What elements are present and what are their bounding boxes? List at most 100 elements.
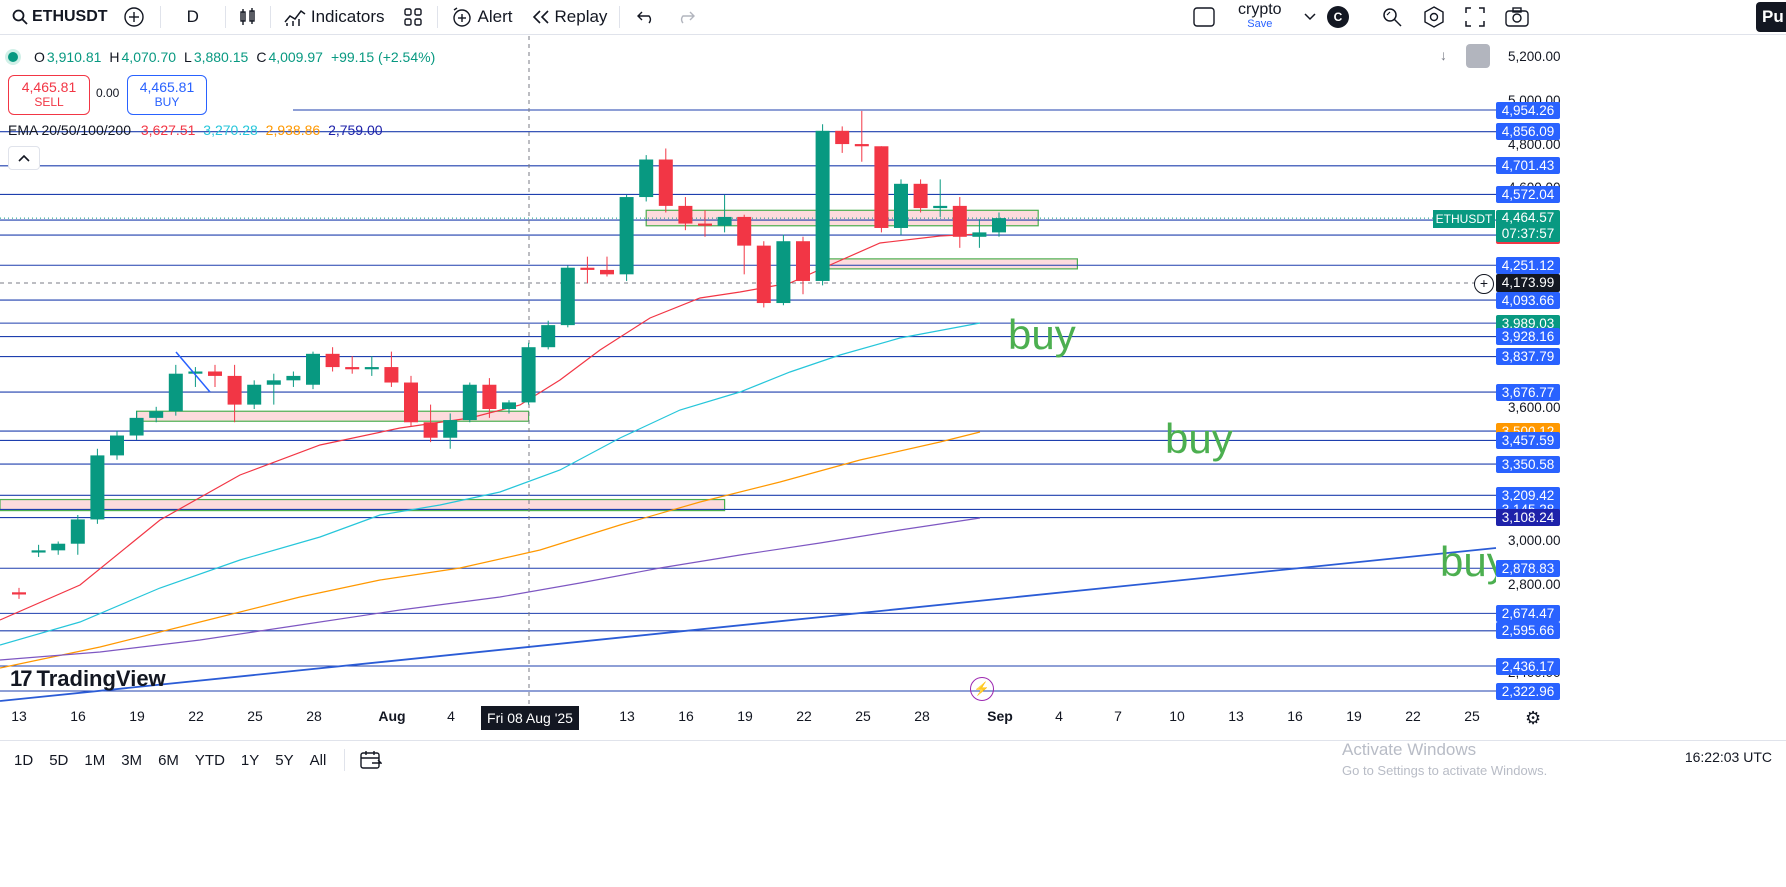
symbol-search[interactable]: ETHUSDT <box>0 0 116 34</box>
time-axis[interactable]: 13 16 19 22 25 28 Aug 4 13 16 19 22 25 28 Sep 4 7 10 13 16 1… <box>0 708 1500 732</box>
chevron-down-icon[interactable] <box>1298 5 1322 29</box>
time-tick-label: 13 <box>11 708 27 724</box>
redo-icon[interactable] <box>674 5 698 29</box>
price-level-label: 4,572.04 <box>1496 185 1560 203</box>
camera-icon[interactable] <box>1505 5 1529 29</box>
close-label: C <box>256 49 267 65</box>
publish-button[interactable]: Pu <box>1756 2 1786 32</box>
price-chart[interactable] <box>0 36 1786 826</box>
lightning-icon[interactable]: ⚡ <box>970 677 994 701</box>
time-tick-label: 22 <box>796 708 812 724</box>
time-tick-label: 16 <box>1287 708 1303 724</box>
add-plus-icon[interactable]: + <box>1474 274 1494 294</box>
ema50-line <box>0 322 981 646</box>
price-level-label: 3,928.16 <box>1496 328 1560 346</box>
alert-button[interactable]: Alert <box>442 0 521 34</box>
candle-body <box>698 223 712 226</box>
buy-annotation[interactable]: buy <box>1165 415 1233 462</box>
indicators-icon <box>283 5 307 29</box>
close-value: 4,009.97 <box>268 49 323 65</box>
arrow-down-icon[interactable]: ↓ <box>1440 47 1447 63</box>
time-tick-label: 4 <box>447 708 455 724</box>
quick-search-icon[interactable] <box>1380 5 1404 29</box>
price-axis[interactable]: 5,200.005,000.004,800.004,600.003,600.00… <box>1496 36 1564 708</box>
candle-body <box>51 543 66 551</box>
layout-save-label: Save <box>1247 18 1273 30</box>
settings-icon[interactable] <box>1422 5 1446 29</box>
layout-name[interactable]: crypto Save <box>1238 1 1282 31</box>
price-level-label: 2,674.47 <box>1496 604 1560 622</box>
range-button-1m[interactable]: 1M <box>84 751 106 769</box>
range-button-1d[interactable]: 1D <box>14 751 34 769</box>
time-tick-label: 16 <box>678 708 694 724</box>
candle-body <box>423 422 438 438</box>
spread-value: 0.00 <box>96 86 120 100</box>
ema-legend[interactable]: EMA 20/50/100/200 3,627.51 3,270.28 2,93… <box>8 122 383 138</box>
object-tree-icon[interactable] <box>1466 44 1490 68</box>
date-range-icon[interactable] <box>359 748 383 772</box>
candle-body <box>247 384 262 405</box>
candle-body <box>835 130 850 145</box>
interval-button[interactable]: D <box>165 0 221 34</box>
open-label: O <box>34 49 45 65</box>
candle-body <box>658 159 673 206</box>
templates-icon[interactable] <box>401 5 425 29</box>
range-button-6m[interactable]: 6M <box>158 751 179 769</box>
indicators-button[interactable]: Indicators <box>275 0 393 34</box>
time-tick-label: Sep <box>987 708 1013 724</box>
symbol-price-tag: ETHUSDT <box>1433 210 1495 228</box>
time-tick-label: 22 <box>188 708 204 724</box>
account-badge[interactable]: C <box>1327 6 1349 28</box>
utc-clock[interactable]: 16:22:03 UTC <box>1684 749 1772 765</box>
sell-price: 4,465.81 <box>21 79 77 95</box>
candle-body <box>639 159 654 198</box>
divider <box>436 6 438 28</box>
axis-settings-icon[interactable]: ⚙ <box>1525 708 1542 728</box>
candle-body <box>874 146 889 228</box>
price-level-label: 4,856.09 <box>1496 123 1560 141</box>
time-tick-label: 13 <box>619 708 635 724</box>
candle-body <box>325 353 340 368</box>
buy-annotation[interactable]: buy <box>1440 538 1496 585</box>
buy-price: 4,465.81 <box>139 79 195 95</box>
price-level-label: 4,093.66 <box>1496 291 1560 309</box>
alarm-clock-icon <box>450 5 474 29</box>
low-value: 3,880.15 <box>193 49 249 65</box>
range-button-all[interactable]: All <box>309 751 327 769</box>
candle-body <box>737 216 752 246</box>
time-tick-label: 25 <box>1464 708 1480 724</box>
range-button-5y[interactable]: 5Y <box>275 751 294 769</box>
layout-name-label: crypto <box>1238 1 1282 18</box>
candle-body <box>404 382 418 423</box>
candle-body <box>815 130 830 281</box>
layout-select-icon[interactable] <box>1192 5 1216 29</box>
candle-style-icon[interactable] <box>236 5 260 29</box>
range-button-3m[interactable]: 3M <box>121 751 143 769</box>
time-tick-label: 13 <box>1228 708 1244 724</box>
range-button-5d[interactable]: 5D <box>49 751 69 769</box>
range-button-ytd[interactable]: YTD <box>194 751 225 769</box>
buy-button[interactable]: 4,465.81 BUY <box>127 75 207 115</box>
sell-button[interactable]: 4,465.81 SELL <box>8 75 90 115</box>
candle-body <box>462 384 477 421</box>
price-level-label: 3,676.77 <box>1496 383 1560 401</box>
ema100-line <box>0 431 981 669</box>
alert-label: Alert <box>477 7 513 26</box>
candle-body <box>796 241 810 281</box>
ema20-line <box>0 233 981 621</box>
add-symbol-icon[interactable] <box>122 5 146 29</box>
ema200-line <box>0 517 981 661</box>
price-level-label: 4,701.43 <box>1496 157 1560 175</box>
buy-annotation[interactable]: buy <box>1008 311 1076 358</box>
fullscreen-icon[interactable] <box>1463 5 1487 29</box>
crosshair-price-tag: 4,173.99 <box>1496 274 1560 292</box>
replay-button[interactable]: Replay <box>521 0 616 34</box>
undo-icon[interactable] <box>634 5 658 29</box>
collapse-legend-button[interactable] <box>8 146 40 170</box>
drawing-line <box>175 351 211 393</box>
symbol-name: ETHUSDT <box>32 8 108 25</box>
price-tick-label: 4,800.00 <box>1508 137 1561 152</box>
last-price-value: 4,464.57 <box>1501 210 1555 225</box>
candle-body <box>854 144 869 147</box>
range-button-1y[interactable]: 1Y <box>240 751 260 769</box>
